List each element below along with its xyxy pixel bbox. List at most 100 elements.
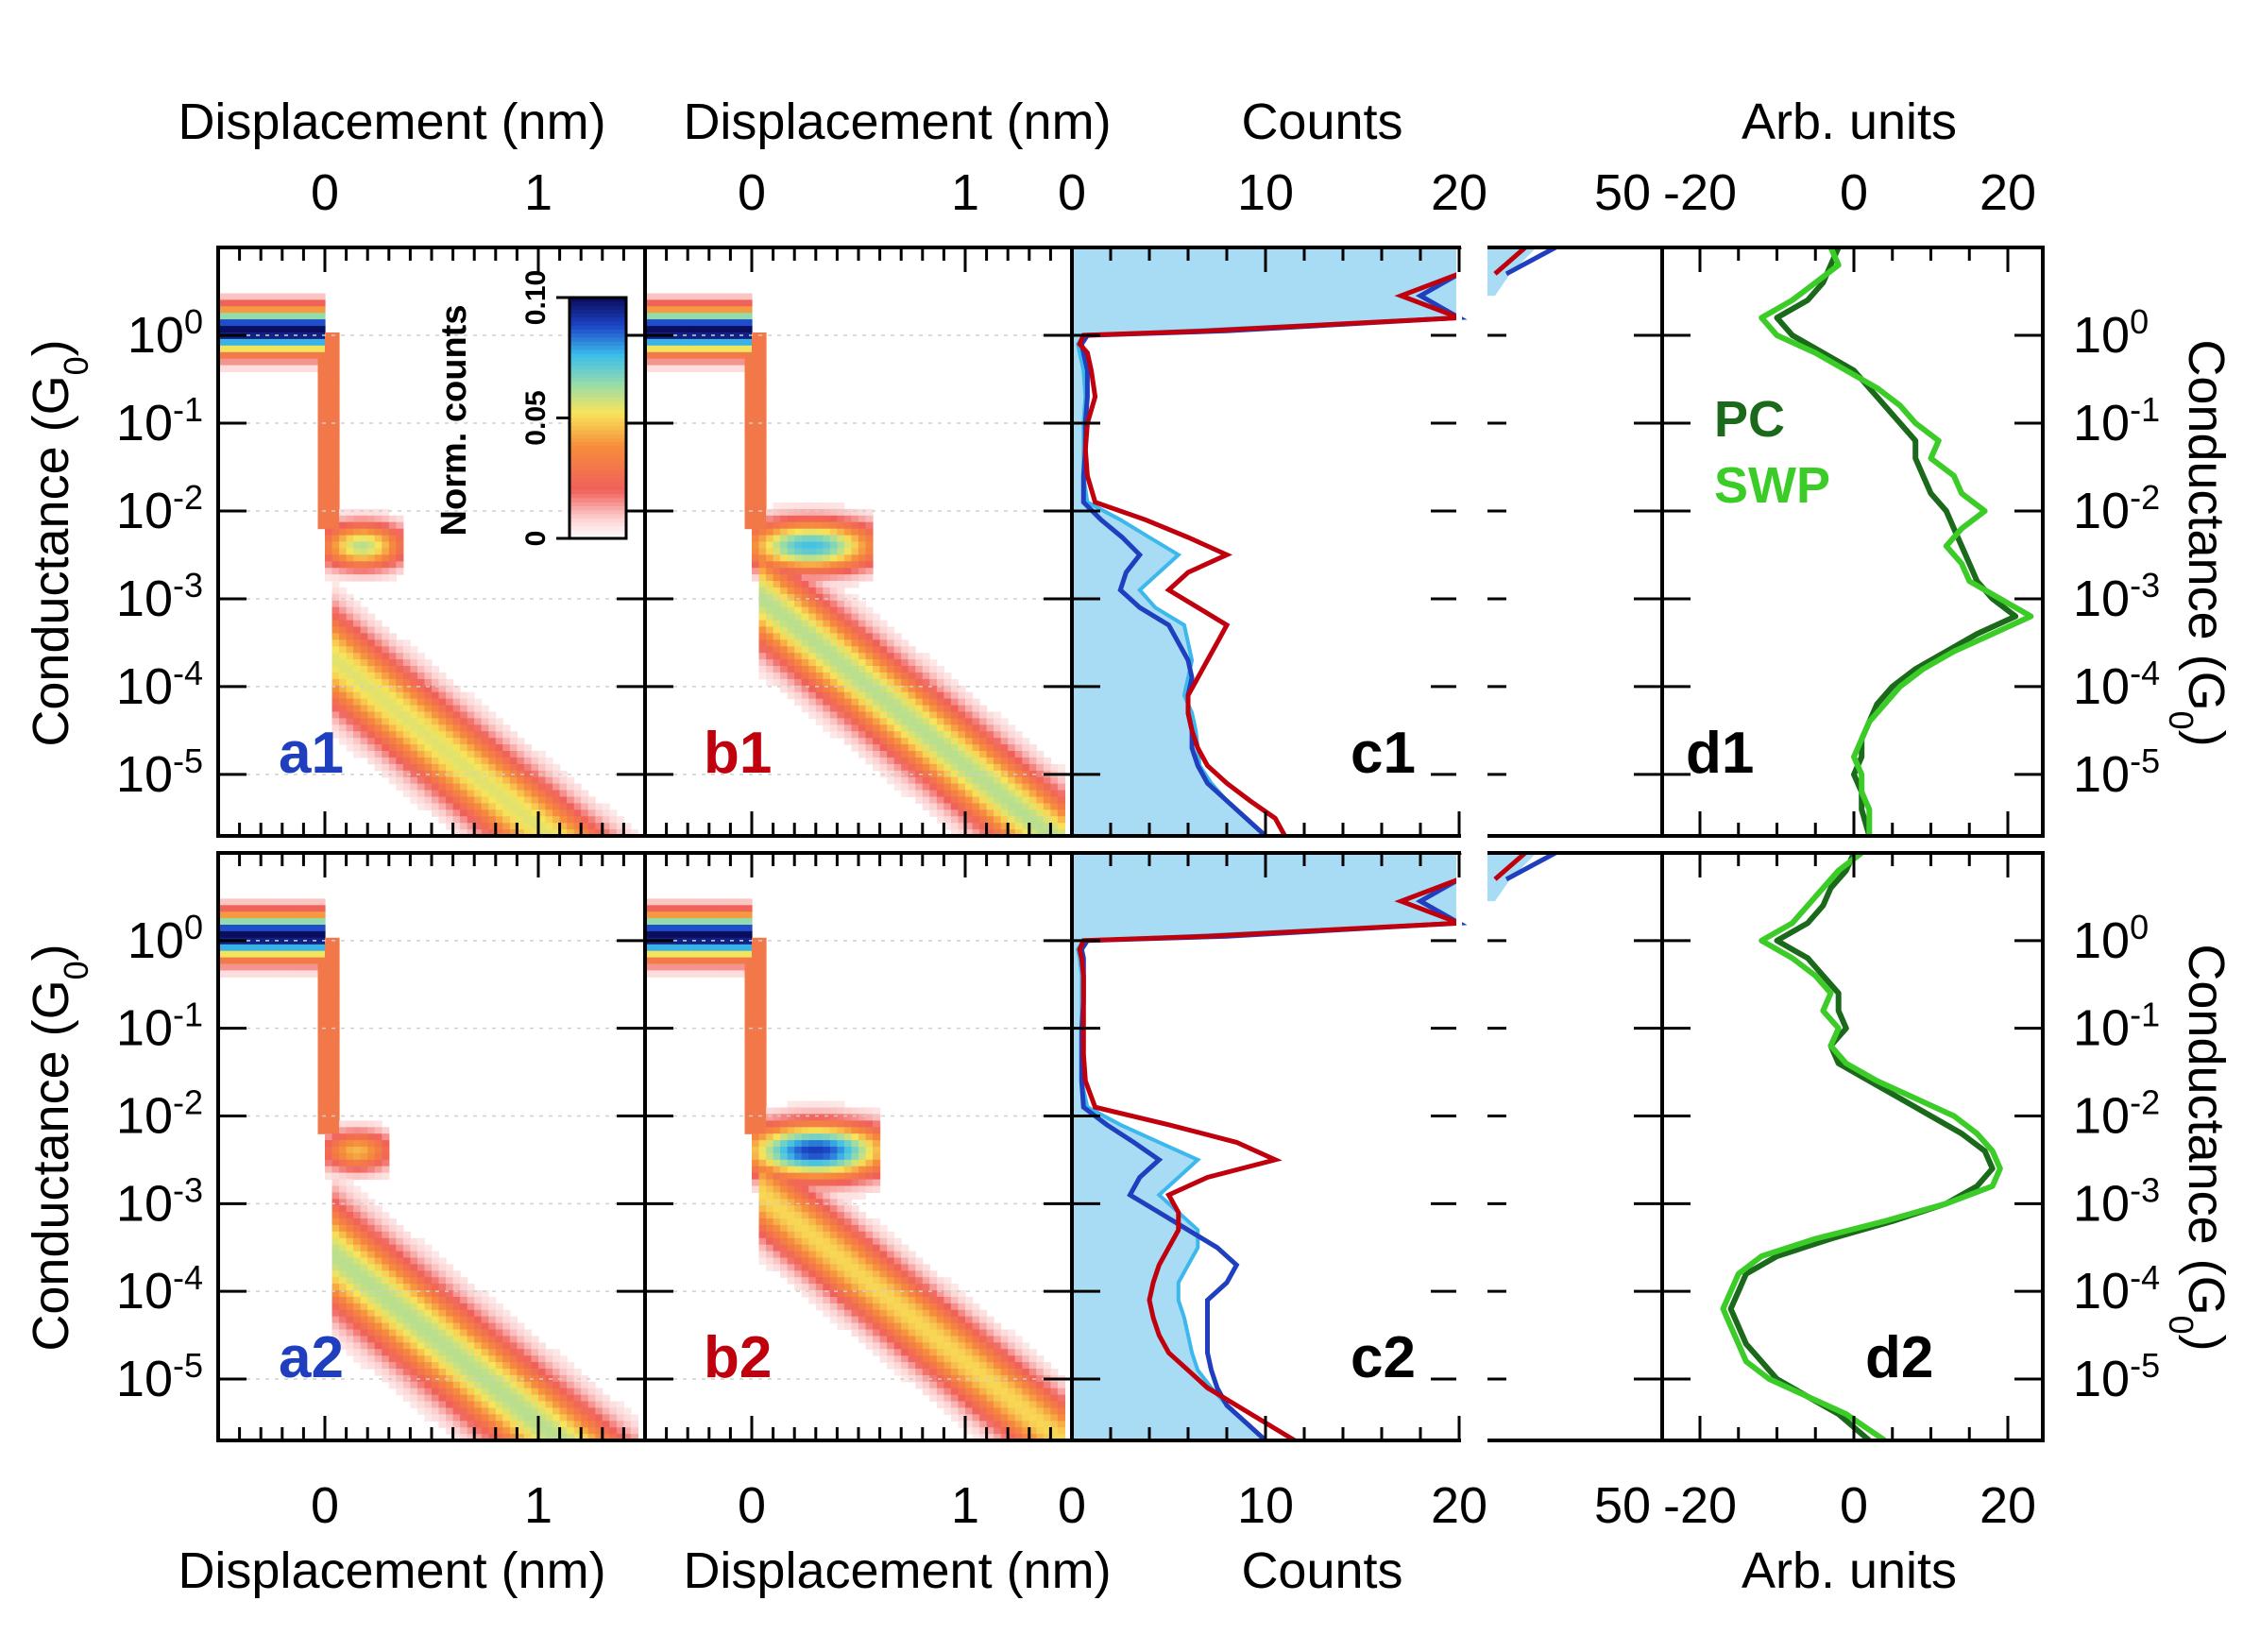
heatmap-cell [360, 1251, 368, 1259]
heatmap-cell [567, 1401, 575, 1408]
heatmap-cell [1050, 823, 1059, 830]
heatmap-cell [994, 1407, 1002, 1415]
heatmap-cell [915, 724, 924, 732]
heatmap-cell [873, 685, 881, 693]
heatmap-cell [1008, 776, 1016, 785]
heatmap-cell [1000, 731, 1009, 739]
heatmap-cell [517, 1401, 525, 1408]
heatmap-cell [388, 659, 397, 667]
heatmap-cell [773, 1179, 781, 1187]
heatmap-cell [552, 1427, 561, 1435]
heatmap-cell [843, 724, 852, 732]
heatmap-cell [893, 646, 902, 654]
heatmap-cell [801, 613, 809, 622]
heatmap-cell [773, 1120, 781, 1128]
heatmap-cell [1014, 829, 1023, 837]
heatmap-cell [950, 1407, 959, 1415]
heatmap-cell [446, 1355, 454, 1363]
heatmap-cell [331, 358, 340, 366]
heatmap-cell [958, 1381, 966, 1389]
heatmap-cell [517, 829, 525, 837]
heatmap-cell [374, 1277, 382, 1285]
heatmap-cell [843, 568, 852, 575]
heatmap-cell [331, 430, 340, 438]
heatmap-cell [659, 326, 668, 333]
heatmap-cell [289, 351, 297, 360]
heatmap-cell [901, 1374, 909, 1383]
heatmap-cell [317, 293, 326, 300]
heatmap-cell [865, 1309, 874, 1318]
heatmap-cell [722, 970, 731, 978]
heatmap-cell [261, 963, 269, 971]
heatmap-cell [467, 796, 475, 804]
heatmap-cell [502, 783, 511, 792]
heatmap-cell [1028, 1381, 1037, 1389]
heatmap-cell [901, 1284, 909, 1291]
heatmap-cell [339, 1127, 348, 1134]
heatmap-cell [317, 456, 326, 464]
heatmap-cell [374, 561, 382, 569]
heatmap-cell [1028, 803, 1037, 810]
heatmap-cell [353, 1342, 362, 1350]
heatmap-cell [773, 1166, 781, 1174]
heatmap-cell [538, 1349, 547, 1356]
heatmap-cell [382, 1212, 390, 1219]
heatmap-cell [958, 691, 966, 700]
heatmap-cell [360, 705, 368, 713]
heatmap-cell [432, 1362, 440, 1370]
heatmap-cell [787, 1264, 795, 1271]
heatmap-cell [879, 1244, 888, 1252]
heatmap-cell [239, 338, 247, 347]
heatmap-cell [587, 1407, 596, 1415]
heatmap-cell [424, 1362, 433, 1370]
heatmap-cell [446, 816, 454, 824]
heatmap-cell [823, 1257, 831, 1265]
heatmap-cell [773, 1199, 781, 1206]
heatmap-cell [1008, 757, 1016, 765]
heatmap-cell [396, 711, 404, 719]
heatmap-cell [908, 757, 916, 765]
heatmap-cell [858, 1290, 867, 1298]
heatmap-a2 [218, 898, 638, 1441]
heatmap-cell [410, 666, 418, 673]
heatmap-cell [339, 606, 348, 615]
heatmap-cell [766, 1185, 774, 1193]
heatmap-cell [829, 593, 838, 602]
heatmap-cell [730, 351, 739, 360]
heatmap-cell [595, 1394, 603, 1403]
heatmap-cell [467, 1381, 475, 1389]
heatmap-cell [1008, 738, 1016, 745]
heatmap-cell [374, 1309, 382, 1318]
heatmap-cell [808, 1270, 817, 1278]
heatmap-cell [559, 1355, 568, 1363]
heatmap-cell [893, 776, 902, 785]
heatmap-cell [808, 1231, 817, 1239]
heatmap-cell [416, 1374, 425, 1383]
heatmap-cell [225, 313, 233, 320]
heatmap-cell [936, 809, 944, 817]
heatmap-cell [360, 1147, 368, 1154]
heatmap-cell [410, 1394, 418, 1403]
heatmap-cell [986, 823, 994, 830]
heatmap-cell [766, 672, 774, 680]
heatmap-cell [452, 803, 461, 810]
heatmap-cell [353, 1316, 362, 1324]
heatmap-cell [595, 816, 603, 824]
heatmap-cell [815, 1264, 824, 1271]
heatmap-cell [730, 950, 739, 959]
heatmap-cell [823, 1159, 831, 1167]
heatmap-cell [950, 1355, 959, 1363]
heatmap-cell [460, 823, 468, 830]
heatmap-cell [758, 338, 767, 347]
heatmap-cell [801, 691, 809, 700]
heatmap-cell [843, 691, 852, 700]
heatmap-cell [744, 508, 753, 517]
heatmap-cell [787, 1199, 795, 1206]
heatmap-cell [567, 816, 575, 824]
heatmap-cell [382, 678, 390, 687]
heatmap-cell [388, 718, 397, 725]
heatmap-cell [1014, 1388, 1023, 1396]
heatmap-cell [1043, 829, 1051, 837]
heatmap-cell [972, 803, 980, 810]
heatmap-cell [325, 450, 333, 458]
